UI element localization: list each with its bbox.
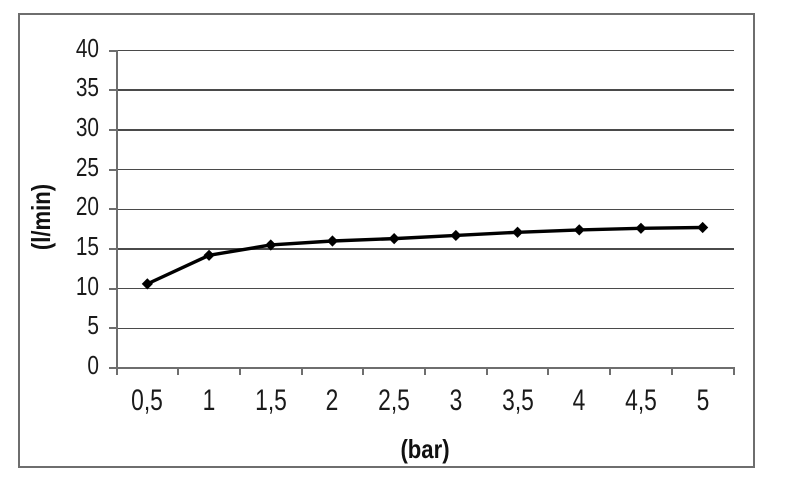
x-axis-title: (bar) (400, 434, 450, 464)
y-axis-title: (l/min) (26, 183, 56, 251)
chart-frame (18, 13, 755, 468)
